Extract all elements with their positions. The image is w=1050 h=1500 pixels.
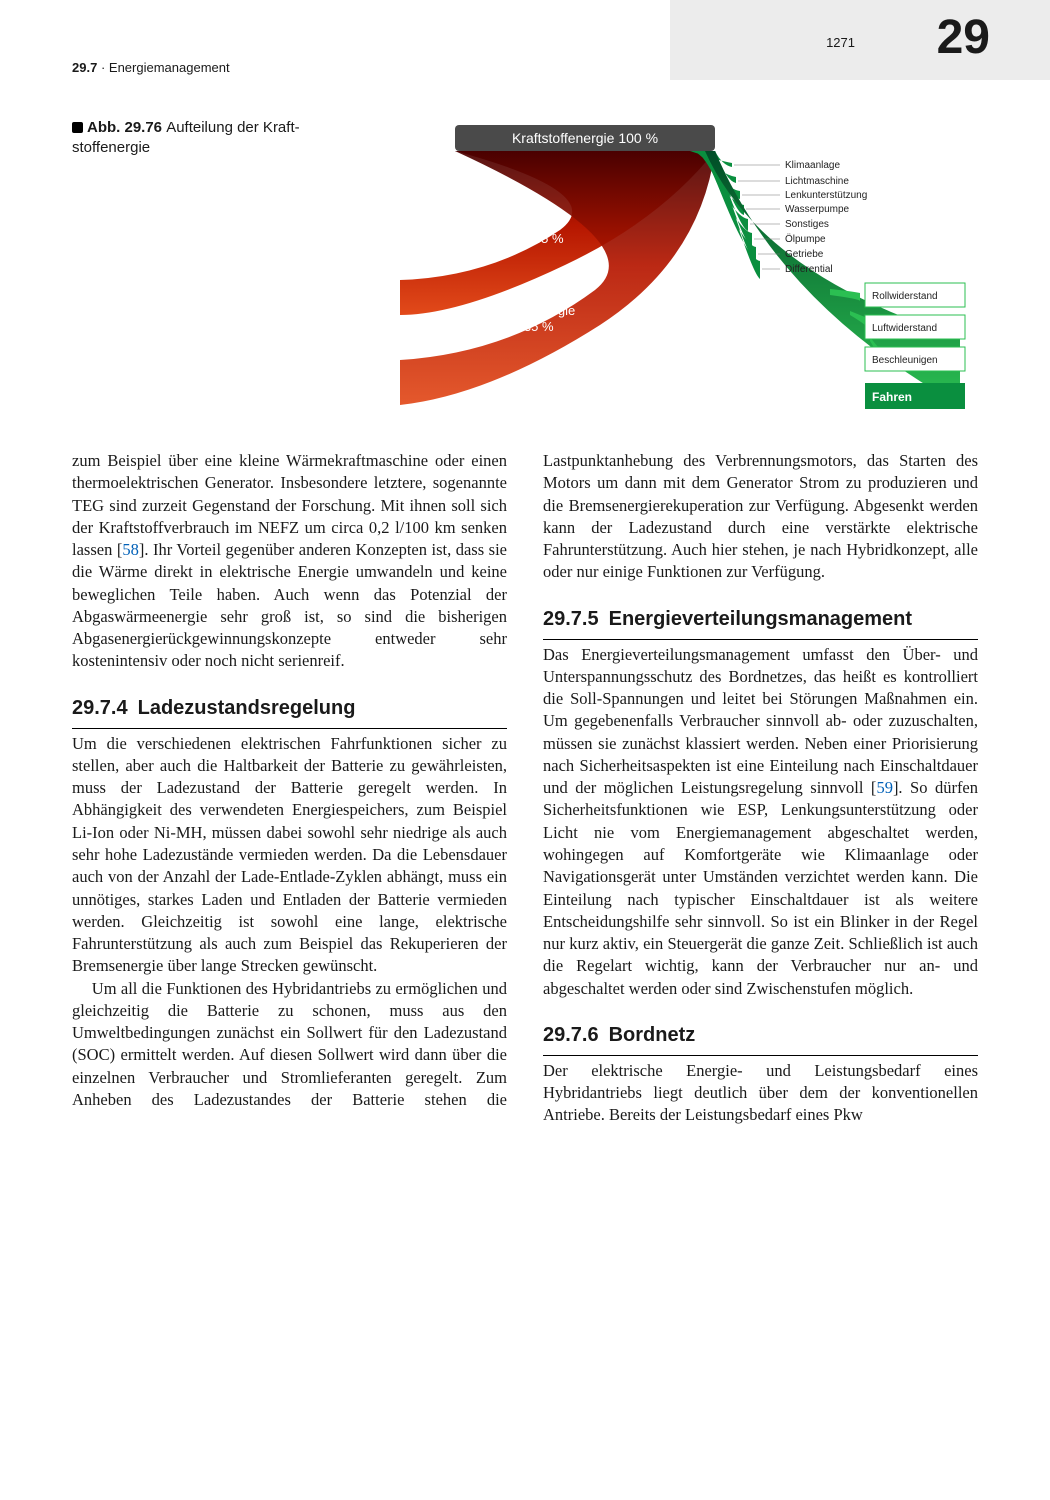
breadcrumb-title: Energiemanagement (109, 60, 230, 75)
svg-text:Differential: Differential (785, 264, 833, 275)
svg-text:Wasserpumpe: Wasserpumpe (785, 204, 850, 215)
heading-29-7-4: 29.7.4Ladezustandsregelung (72, 695, 507, 729)
para-2: Um die verschiedenen elektrischen Fahrfu… (72, 733, 507, 978)
heading-29-7-5: 29.7.5Energieverteilungs­management (543, 606, 978, 640)
figure-caption: Abb. 29.76 Aufteilung der Kraft­stoffene… (72, 118, 352, 157)
svg-text:Lenkunterstützung: Lenkunterstützung (785, 190, 867, 201)
para-4: Das Energieverteilungsmanagement umfasst… (543, 644, 978, 1000)
page-number: 1271 (826, 35, 855, 50)
breadcrumb-sep: · (101, 60, 105, 75)
header-band (670, 0, 1050, 80)
svg-text:Sonstiges: Sonstiges (785, 219, 829, 230)
svg-text:Fahren: Fahren (872, 390, 912, 404)
figure-label: Abb. 29.76 (87, 119, 162, 136)
para-5: Der elektrische Energie- und Leistungsbe… (543, 1060, 978, 1127)
chapter-number: 29 (937, 10, 990, 65)
heading-29-7-6: 29.7.6Bordnetz (543, 1022, 978, 1056)
cooling-range: 25 – 35 % (505, 231, 564, 246)
svg-text:Klimaanlage: Klimaanlage (785, 160, 840, 171)
svg-text:Luftwiderstand: Luftwiderstand (872, 323, 937, 334)
breadcrumb: 29.7 · Energiemanagement (72, 60, 230, 75)
exhaust-range: 25 – 35 % (495, 319, 554, 334)
para-1: zum Beispiel über eine kleine Wärmekraft… (72, 450, 507, 673)
cooling-label: Kühlung (505, 215, 553, 230)
svg-text:Beschleunigen: Beschleunigen (872, 355, 938, 366)
svg-text:Lichtmaschine: Lichtmaschine (785, 176, 849, 187)
citation-59[interactable]: 59 (876, 778, 893, 797)
citation-58[interactable]: 58 (122, 540, 139, 559)
diagram-title: Kraftstoffenergie 100 % (512, 130, 658, 146)
exhaust-label: Abgasenergie (495, 303, 575, 318)
bullet-icon (72, 122, 83, 133)
body-text: zum Beispiel über eine kleine Wärmekraft… (72, 450, 978, 1127)
svg-text:Rollwiderstand: Rollwiderstand (872, 291, 938, 302)
svg-text:Ölpumpe: Ölpumpe (785, 233, 826, 245)
energy-split-diagram: Kraftstoffenergie 100 % Kühlung 25 – 35 … (400, 105, 970, 435)
breadcrumb-section: 29.7 (72, 60, 97, 75)
svg-text:Getriebe: Getriebe (785, 249, 824, 260)
